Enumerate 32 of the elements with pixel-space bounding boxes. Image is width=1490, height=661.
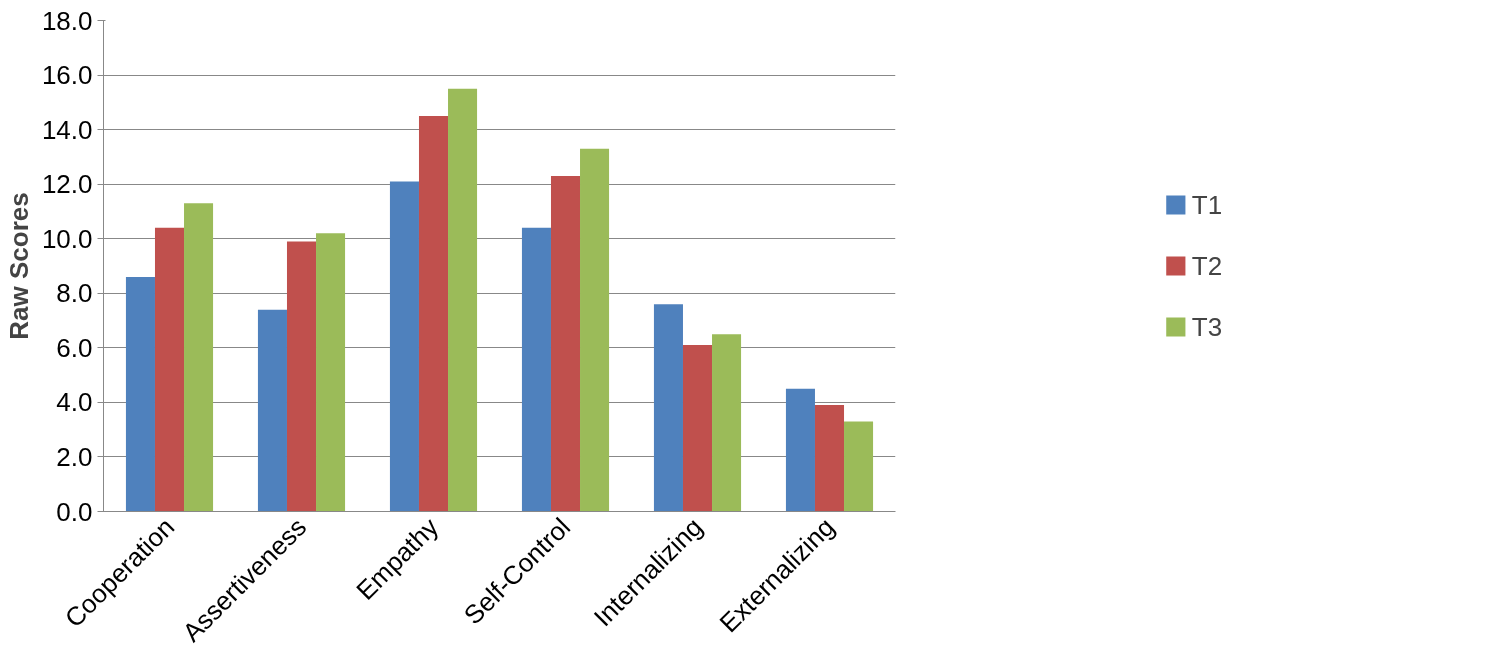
bar (448, 88, 478, 512)
bar (389, 181, 419, 512)
bar (154, 227, 185, 512)
legend-label: T1 (1191, 189, 1223, 220)
bar (286, 241, 317, 512)
y-tick-label: 8.0 (56, 278, 93, 309)
y-tick-label: 4.0 (56, 387, 93, 418)
bar (521, 227, 551, 512)
y-tick-label: 10.0 (41, 223, 93, 254)
bar (580, 148, 610, 512)
y-tick-label: 14.0 (41, 114, 93, 145)
bar (184, 203, 214, 512)
y-tick-label: 16.0 (41, 60, 93, 91)
bar (814, 405, 845, 512)
y-axis-title: Raw Scores (3, 192, 34, 340)
bar (257, 309, 287, 512)
y-tick-label: 6.0 (56, 332, 93, 363)
bar (844, 421, 874, 512)
bar (712, 334, 742, 512)
y-tick-label: 12.0 (41, 169, 93, 200)
legend-label: T2 (1191, 250, 1223, 281)
bar (550, 175, 581, 512)
legend-label: T3 (1191, 311, 1223, 342)
bar (653, 304, 683, 512)
y-tick-label: 2.0 (56, 441, 93, 472)
bar (316, 233, 346, 512)
y-tick-label: 18.0 (41, 5, 93, 36)
bar (418, 115, 449, 512)
y-tick-label: 0.0 (56, 496, 93, 527)
bar (785, 388, 815, 512)
bar (125, 276, 155, 512)
bar (682, 345, 713, 512)
